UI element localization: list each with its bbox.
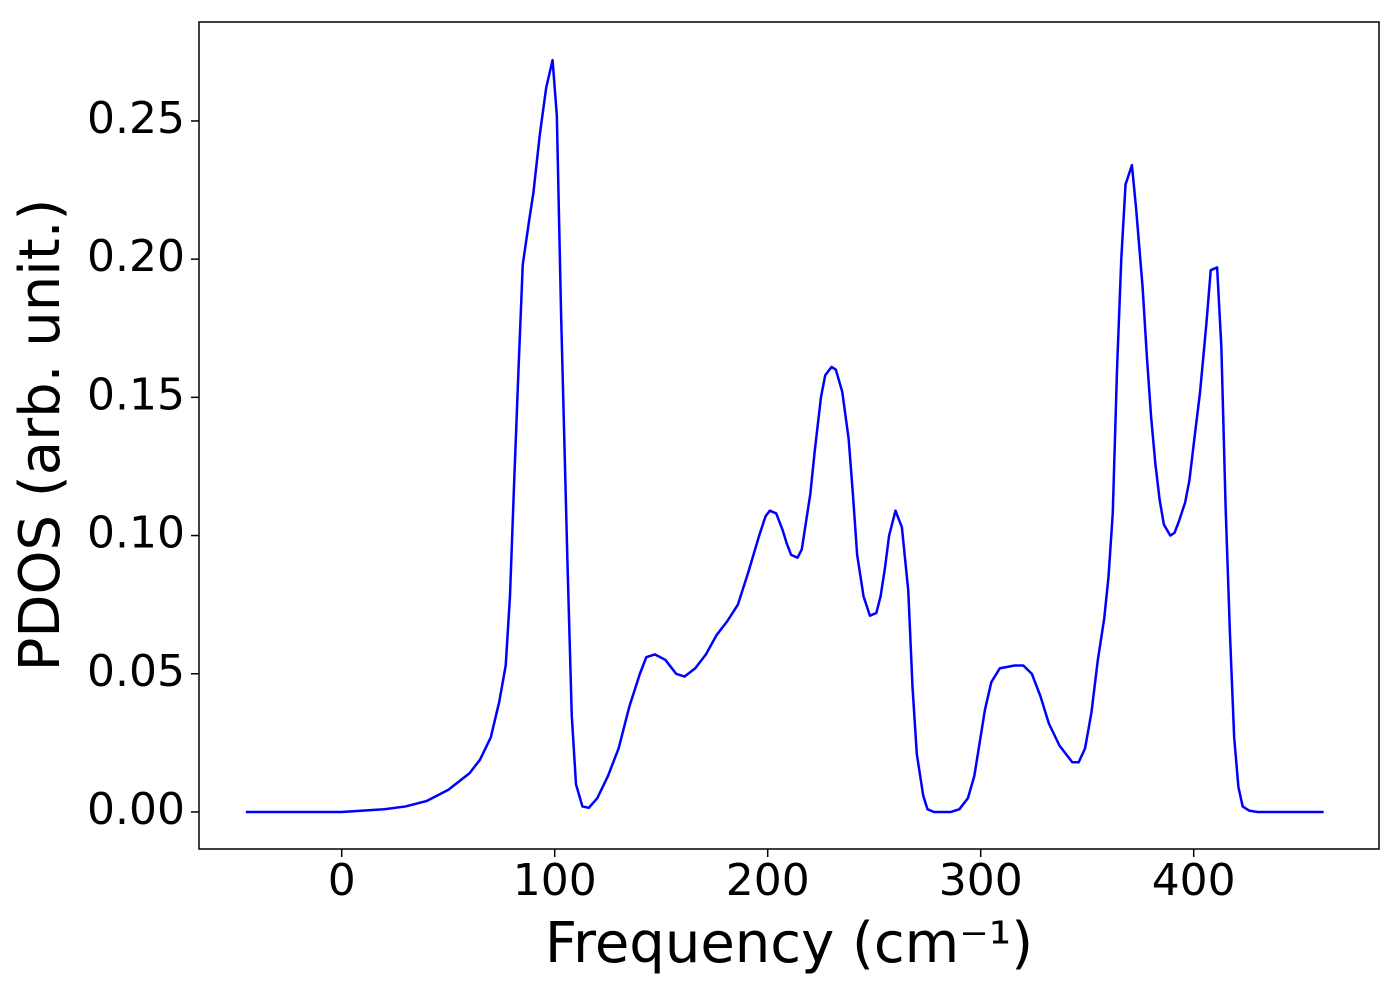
x-tick-label: 400 [1152,855,1236,906]
y-tick-label: 0.00 [87,784,185,835]
y-tick-label: 0.15 [87,369,185,420]
y-tick-label: 0.05 [87,646,185,697]
y-tick-label: 0.10 [87,508,185,559]
y-tick-label: 0.25 [87,93,185,144]
x-tick-label: 0 [328,855,356,906]
y-axis-label: PDOS (arb. unit.) [8,199,73,672]
y-tick-label: 0.20 [87,231,185,282]
x-axis-label: Frequency (cm⁻¹) [545,911,1033,976]
x-tick-label: 100 [513,855,597,906]
plot-frame [198,21,1380,850]
x-tick-label: 300 [939,855,1023,906]
data-line [245,58,1324,814]
x-tick-label: 200 [726,855,810,906]
